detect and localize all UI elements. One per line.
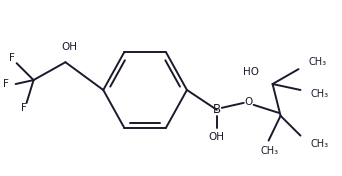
Text: CH₃: CH₃ [311,89,329,99]
Text: F: F [9,53,15,63]
Text: CH₃: CH₃ [261,146,279,156]
Text: F: F [3,79,9,89]
Text: CH₃: CH₃ [308,57,327,67]
Text: F: F [21,103,27,113]
Text: OH: OH [209,132,225,142]
Text: B: B [213,103,221,116]
Text: HO: HO [242,67,259,77]
Text: OH: OH [62,42,77,52]
Text: O: O [245,97,253,107]
Text: CH₃: CH₃ [311,139,329,149]
